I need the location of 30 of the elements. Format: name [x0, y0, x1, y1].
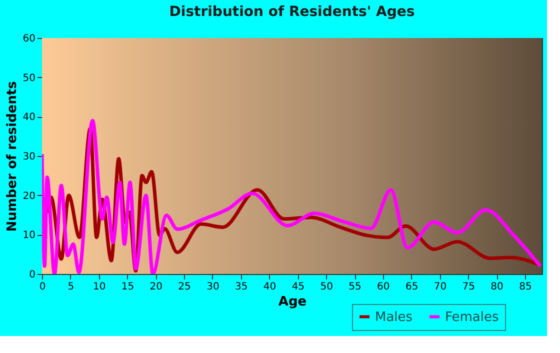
x-tick-label: 70	[434, 282, 447, 292]
y-tick-label: 0	[29, 270, 36, 280]
x-tick-label: 50	[320, 282, 333, 292]
x-tick-label: 25	[178, 282, 191, 292]
y-axis-title: Number of residents	[4, 80, 20, 232]
x-axis-title: Age	[278, 294, 307, 310]
x-tick-label: 10	[92, 282, 106, 292]
x-tick-label: 55	[348, 282, 362, 292]
y-tick-label: 10	[22, 230, 36, 242]
x-tick-label: 45	[292, 282, 305, 292]
y-tick-label: 60	[22, 34, 36, 44]
x-tick-label: 75	[462, 282, 476, 292]
legend-label: Males	[375, 310, 413, 325]
x-tick-label: 35	[234, 282, 248, 292]
chart-title: Distribution of Residents' Ages	[169, 4, 415, 20]
legend-label: Females	[445, 310, 500, 325]
x-tick-label: 15	[121, 282, 134, 292]
y-tick-label: 50	[22, 72, 36, 84]
x-tick-label: 80	[490, 282, 504, 292]
x-tick-label: 85	[519, 282, 532, 292]
x-tick-label: 0	[39, 282, 46, 292]
x-tick-label: 60	[377, 282, 390, 292]
y-tick-label: 30	[22, 152, 36, 162]
x-tick-label: 65	[405, 282, 418, 292]
x-tick-label: 30	[206, 282, 220, 292]
x-tick-label: 5	[68, 282, 74, 292]
y-tick-label: 20	[22, 190, 36, 202]
y-tick-label: 40	[22, 112, 36, 124]
x-tick-label: 20	[150, 282, 163, 292]
x-tick-label: 40	[263, 282, 276, 292]
